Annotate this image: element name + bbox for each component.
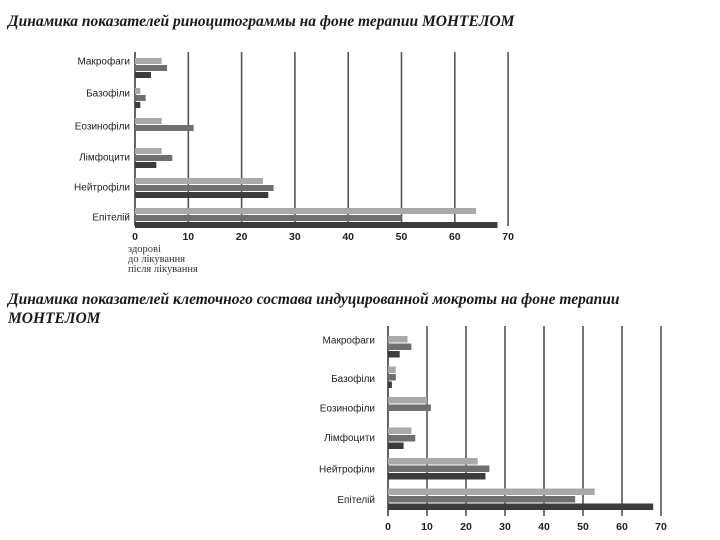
bar — [135, 192, 269, 198]
category-label: Епітелій — [92, 213, 130, 224]
bar — [135, 125, 194, 131]
bar — [388, 397, 427, 404]
category-label: Нейтрофіли — [319, 463, 375, 475]
x-tick-label: 30 — [499, 521, 511, 533]
x-tick-label: 50 — [577, 521, 589, 533]
bar — [135, 185, 274, 191]
x-tick-label: 20 — [460, 521, 472, 533]
bar — [388, 381, 392, 388]
bar — [135, 118, 162, 124]
category-label: Еозинофіли — [75, 121, 130, 133]
bar — [388, 374, 396, 381]
bar — [388, 465, 490, 472]
category-label: Базофіли — [331, 373, 375, 385]
bar — [135, 215, 402, 221]
bar — [135, 102, 141, 108]
x-tick-label: 40 — [342, 231, 354, 243]
bar — [388, 435, 416, 442]
bar — [135, 222, 498, 228]
bar — [388, 473, 486, 480]
bar — [388, 488, 595, 495]
bar — [135, 95, 146, 101]
bar — [388, 343, 412, 350]
x-tick-label: 10 — [421, 521, 433, 533]
rhinocytogram-chart: Макрофаги Базофіли Еозинофіли Лімфоцити Нейт… — [74, 52, 514, 243]
bar — [135, 178, 263, 184]
bar — [388, 336, 408, 343]
category-label: Лімфоцити — [324, 432, 375, 444]
bar — [388, 442, 404, 449]
x-tick-label: 10 — [182, 231, 194, 243]
legend-entry: здорові — [128, 244, 161, 255]
slide-title-sputum: Динамика показателей клеточного состава … — [8, 291, 620, 327]
x-tick-label: 0 — [385, 521, 391, 533]
bar — [135, 208, 477, 214]
bar — [135, 58, 162, 64]
bar — [388, 503, 654, 510]
bar — [388, 458, 478, 465]
bar — [135, 162, 157, 168]
x-tick-label: 70 — [655, 521, 667, 533]
x-tick-label: 60 — [616, 521, 628, 533]
x-tick-label: 60 — [449, 231, 461, 243]
x-tick-label: 70 — [502, 231, 514, 243]
legend-entry: до лікування — [128, 254, 185, 265]
bar — [135, 148, 162, 154]
bar — [388, 427, 412, 434]
x-tick-label: 20 — [236, 231, 248, 243]
category-label: Макрофаги — [77, 56, 130, 68]
x-tick-label: 40 — [538, 521, 550, 533]
bar — [388, 366, 396, 373]
x-tick-label: 50 — [396, 231, 408, 243]
category-label: Базофіли — [86, 88, 130, 100]
x-tick-label: 0 — [132, 231, 138, 243]
bar — [388, 404, 431, 411]
category-label: Нейтрофіли — [74, 182, 130, 194]
bar — [388, 496, 576, 503]
bar — [135, 72, 151, 78]
bar — [388, 351, 400, 358]
x-tick-label: 30 — [289, 231, 301, 243]
category-label: Епітелій — [337, 495, 375, 506]
slide-title-rhinocytogram: Динамика показателей риноцитограммы на ф… — [8, 13, 515, 30]
bar — [135, 88, 141, 94]
sputum-chart: Макрофаги Базофіли Еозинофіли Лімфоцити Нейт… — [319, 326, 667, 533]
category-label: Лімфоцити — [79, 152, 130, 164]
bar — [135, 65, 167, 71]
legend-entry: після лікування — [128, 264, 198, 275]
bar — [135, 155, 173, 161]
category-label: Макрофаги — [322, 334, 375, 346]
category-label: Еозинофіли — [320, 402, 375, 414]
